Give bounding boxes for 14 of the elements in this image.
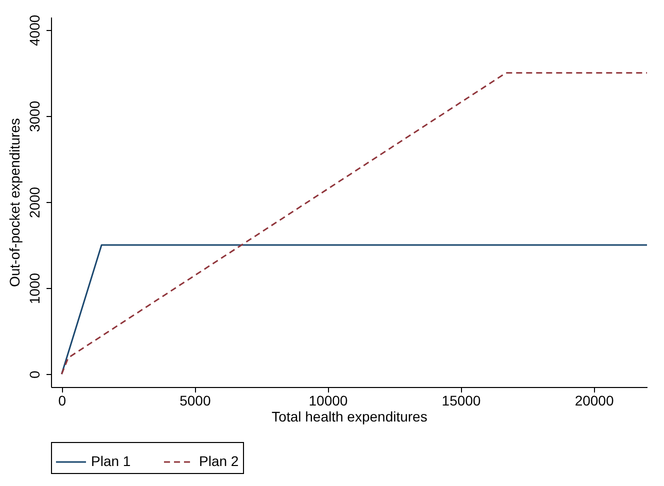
y-tick-label: 1000 xyxy=(26,272,42,304)
x-tick-label: 5000 xyxy=(180,392,211,408)
y-tick-label: 4000 xyxy=(26,14,42,46)
x-tick-label: 15000 xyxy=(442,392,481,408)
legend-label: Plan 2 xyxy=(199,453,239,469)
x-tick-label: 20000 xyxy=(574,392,614,408)
legend-label: Plan 1 xyxy=(91,453,131,469)
y-tick-label: 3000 xyxy=(26,100,42,132)
y-tick-label: 0 xyxy=(26,370,42,378)
y-tick-label: 2000 xyxy=(26,186,42,218)
x-tick-label: 10000 xyxy=(308,392,348,408)
x-axis-title: Total health expenditures xyxy=(272,408,428,424)
y-axis-title: Out-of-pocket expenditures xyxy=(6,118,22,287)
x-tick-label: 0 xyxy=(58,392,66,408)
